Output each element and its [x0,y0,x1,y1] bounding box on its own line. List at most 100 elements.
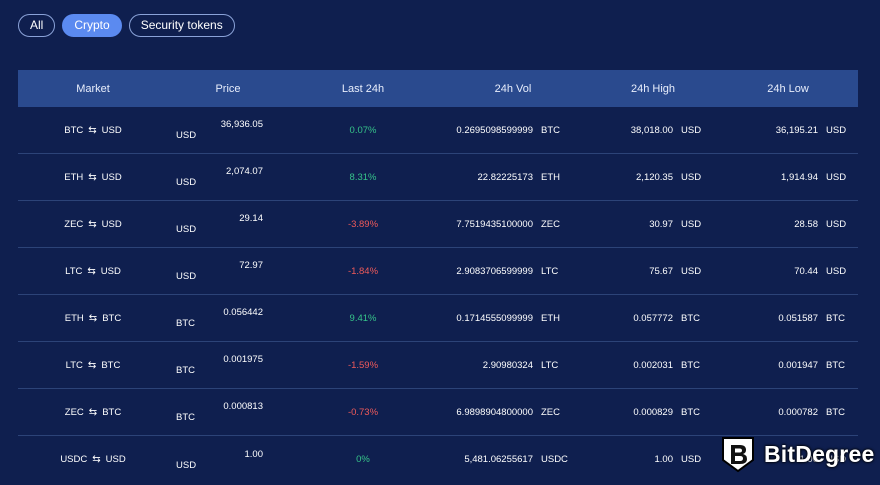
high-value: 38,018.00 [630,124,673,136]
filter-crypto-button[interactable]: Crypto [62,14,122,37]
price-value: 0.056442 [223,307,263,318]
base-currency: ZEC [64,218,84,230]
high-unit: USD [681,218,702,230]
price-unit: BTC [176,365,195,376]
column-header-price[interactable]: Price [215,82,241,95]
market-pair: LTC ⇆ USD [18,266,168,277]
table-header: Market Price Last 24h 24h Vol 24h High 2… [18,70,858,107]
change-24h: 0.07% [349,124,377,136]
low-unit: USD [826,124,847,136]
low-value: 0.051587 [778,312,818,324]
low-cell: 0.051587 BTC [718,313,858,324]
high-cell: 1.00 USD [588,454,718,465]
low-unit: USD [826,171,847,183]
price-unit: BTC [176,412,195,423]
low-value: 1.00 [799,454,819,465]
volume-value: 7.7519435100000 [456,218,533,230]
market-filter-tabs: All Crypto Security tokens [18,14,235,37]
market-pair: LTC ⇆ BTC [18,360,168,371]
quote-currency: USD [105,454,126,465]
volume-value: 6.9898904800000 [456,406,533,418]
change-24h: -1.84% [347,265,379,277]
volume-unit: ZEC [541,218,560,230]
price-unit: USD [176,271,197,282]
high-cell: 0.002031 BTC [588,360,718,371]
volume-cell: 22.82225173 ETH [438,172,588,183]
column-header-24h-vol[interactable]: 24h Vol [494,82,532,95]
price-cell: 0.000813 BTC [168,401,288,423]
low-cell: 1,914.94 USD [718,172,858,183]
price-value: 1.00 [244,448,264,460]
table-row[interactable]: ZEC ⇆ BTC 0.000813 BTC -0.73% 6.9898904800000 Z… [18,389,858,436]
low-cell: 36,195.21 USD [718,125,858,136]
low-value: 0.000782 [778,406,818,418]
filter-all-button[interactable]: All [18,14,56,37]
price-value: 29.14 [239,213,263,224]
quote-currency: USD [100,265,121,277]
column-header-24h-low[interactable]: 24h Low [767,82,809,95]
volume-cell: 0.2695098599999 BTC [438,125,588,136]
market-pair: ETH ⇆ BTC [18,313,168,324]
base-currency: BTC [64,124,84,136]
volume-value: 0.1714555099999 [456,312,533,324]
column-header-last-24h[interactable]: Last 24h [341,82,385,95]
table-row[interactable]: LTC ⇆ USD 72.97 USD -1.84% 2.9083706599999 LTC 7… [18,248,858,295]
column-header-24h-high[interactable]: 24h High [630,82,676,95]
volume-cell: 0.1714555099999 ETH [438,313,588,324]
table-row[interactable]: BTC ⇆ USD 36,936.05 USD 0.07% 0.2695098599999 B… [18,107,858,154]
table-row[interactable]: LTC ⇆ BTC 0.001975 BTC -1.59% 2.90980324 LTC 0.0… [18,342,858,389]
price-value: 0.000813 [223,401,263,412]
watermark-text: BitDegree [764,440,875,467]
price-cell: 2,074.07 USD [168,166,288,188]
low-unit: USD [826,218,847,230]
swap-arrows-icon: ⇆ [87,359,97,371]
volume-unit: ZEC [541,406,560,418]
table-row[interactable]: ETH ⇆ USD 2,074.07 USD 8.31% 22.82225173 ETH 2,1… [18,154,858,201]
price-unit: USD [176,459,197,471]
low-cell: 1.00 USD [718,454,858,465]
low-value: 70.44 [794,265,818,277]
low-unit: BTC [826,406,845,418]
high-cell: 2,120.35 USD [588,172,718,183]
low-unit: BTC [826,312,845,324]
volume-unit: LTC [541,265,559,277]
table-row[interactable]: ETH ⇆ BTC 0.056442 BTC 9.41% 0.1714555099999 ET… [18,295,858,342]
volume-cell: 2.90980324 LTC [438,360,588,371]
low-value: 36,195.21 [775,124,818,136]
high-unit: USD [681,171,702,183]
base-currency: ETH [64,171,84,183]
volume-value: 0.2695098599999 [456,124,533,136]
table-row[interactable]: USDC ⇆ USD 1.00 USD 0% 5,481.06255617 USDC 1.00 U… [18,436,858,483]
volume-unit: LTC [541,359,559,371]
quote-currency: USD [101,124,122,136]
markets-table: Market Price Last 24h 24h Vol 24h High 2… [18,70,858,483]
price-value: 36,936.05 [220,119,263,130]
low-unit: BTC [826,359,845,371]
quote-currency: USD [101,171,122,183]
volume-unit: ETH [541,171,560,183]
high-value: 0.002031 [633,359,673,371]
swap-arrows-icon: ⇆ [88,406,98,418]
low-value: 1,914.94 [781,171,818,183]
column-header-market[interactable]: Market [76,82,110,95]
swap-arrows-icon: ⇆ [88,124,97,136]
high-unit: BTC [681,359,700,371]
table-row[interactable]: ZEC ⇆ USD 29.14 USD -3.89% 7.7519435100000 ZEC 3… [18,201,858,248]
low-cell: 28.58 USD [718,219,858,230]
bitdegree-shield-logo-icon [722,437,754,473]
filter-security-tokens-button[interactable]: Security tokens [128,14,235,37]
volume-value: 22.82225173 [477,171,533,183]
low-value: 28.58 [794,218,818,230]
quote-currency: BTC [101,359,121,371]
high-cell: 0.057772 BTC [588,313,718,324]
high-value: 0.057772 [633,312,673,324]
swap-arrows-icon: ⇆ [87,265,96,277]
price-cell: 36,936.05 USD [168,119,288,141]
price-unit: USD [176,130,197,141]
high-unit: USD [681,265,702,277]
volume-unit: BTC [541,124,560,136]
low-cell: 70.44 USD [718,266,858,277]
volume-unit: ETH [541,312,560,324]
volume-value: 5,481.06255617 [464,454,533,465]
low-value: 0.001947 [778,359,818,371]
